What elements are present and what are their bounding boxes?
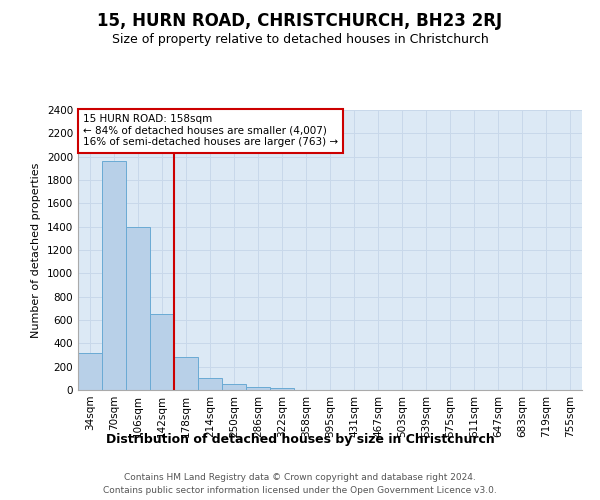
Bar bbox=[246, 386, 270, 390]
Bar bbox=[174, 358, 198, 390]
Text: 15, HURN ROAD, CHRISTCHURCH, BH23 2RJ: 15, HURN ROAD, CHRISTCHURCH, BH23 2RJ bbox=[97, 12, 503, 30]
Bar bbox=[198, 378, 222, 390]
Bar bbox=[78, 352, 102, 390]
Text: Contains public sector information licensed under the Open Government Licence v3: Contains public sector information licen… bbox=[103, 486, 497, 495]
Text: Size of property relative to detached houses in Christchurch: Size of property relative to detached ho… bbox=[112, 32, 488, 46]
Text: Distribution of detached houses by size in Christchurch: Distribution of detached houses by size … bbox=[106, 432, 494, 446]
Y-axis label: Number of detached properties: Number of detached properties bbox=[31, 162, 41, 338]
Bar bbox=[150, 314, 174, 390]
Bar bbox=[270, 388, 294, 390]
Bar bbox=[126, 226, 150, 390]
Text: 15 HURN ROAD: 158sqm
← 84% of detached houses are smaller (4,007)
16% of semi-de: 15 HURN ROAD: 158sqm ← 84% of detached h… bbox=[83, 114, 338, 148]
Bar bbox=[222, 384, 246, 390]
Text: Contains HM Land Registry data © Crown copyright and database right 2024.: Contains HM Land Registry data © Crown c… bbox=[124, 472, 476, 482]
Bar bbox=[102, 162, 126, 390]
